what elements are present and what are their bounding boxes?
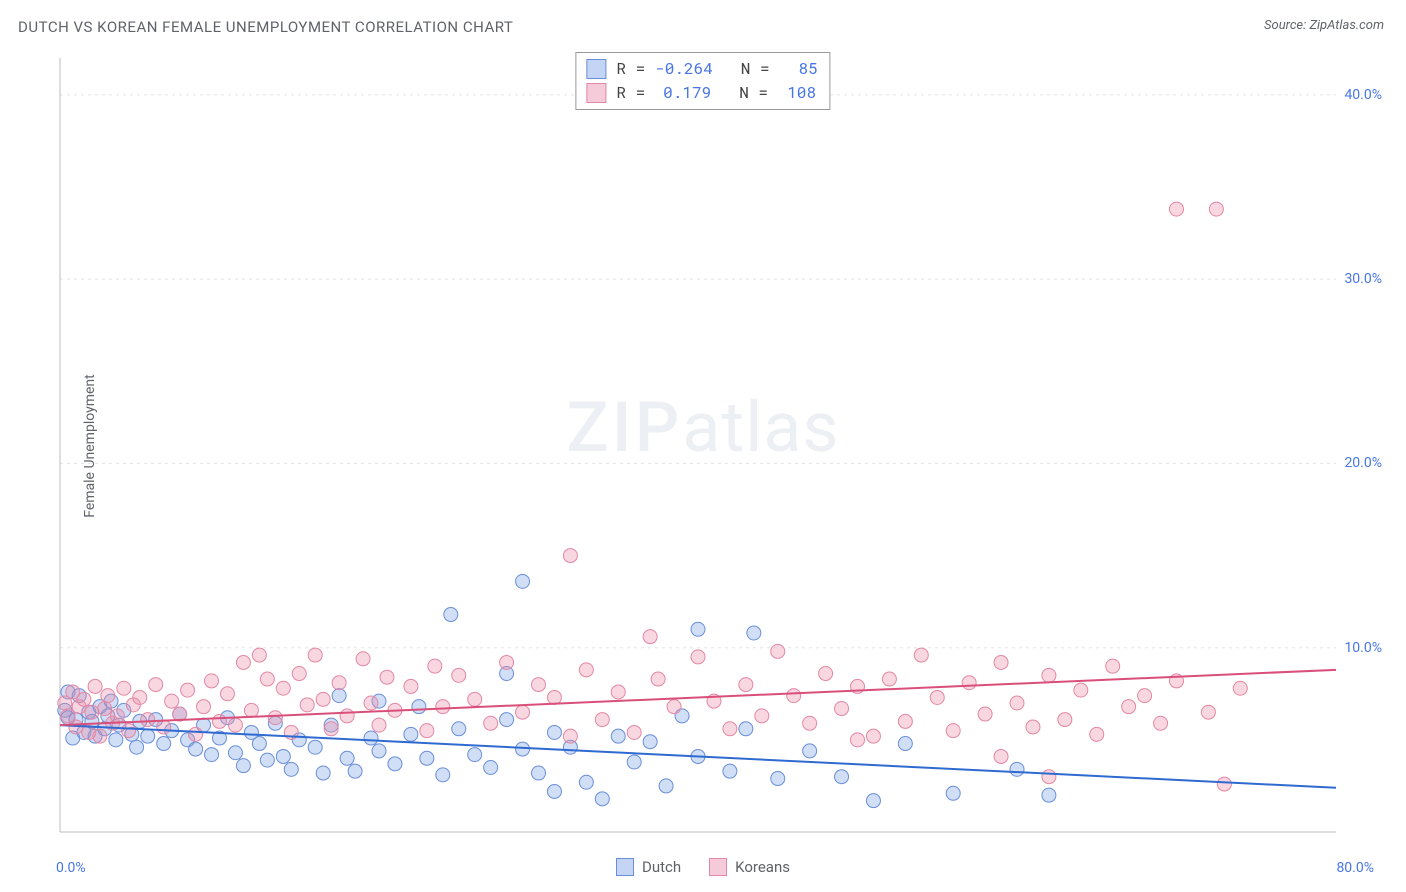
legend-item: Dutch xyxy=(616,858,681,876)
source-name: ZipAtlas.com xyxy=(1309,18,1384,33)
r-label: R = xyxy=(616,81,645,105)
legend-row: R = 0.179 N = 108 xyxy=(586,81,817,105)
legend-swatch xyxy=(616,858,634,876)
source-label: Source: xyxy=(1264,18,1309,33)
n-label: N = xyxy=(741,57,770,81)
chart-title: DUTCH VS KOREAN FEMALE UNEMPLOYMENT CORR… xyxy=(18,18,513,36)
legend-row: R = -0.264 N = 85 xyxy=(586,57,817,81)
legend-label: Koreans xyxy=(735,858,790,876)
chart-area xyxy=(52,48,1342,848)
y-tick-label: 20.0% xyxy=(1344,455,1382,471)
legend-swatch xyxy=(586,83,606,103)
r-value: 0.179 xyxy=(655,81,711,105)
y-tick-label: 10.0% xyxy=(1344,640,1382,656)
legend-label: Dutch xyxy=(642,858,681,876)
legend-swatch xyxy=(586,59,606,79)
legend-item: Koreans xyxy=(709,858,790,876)
y-tick-label: 30.0% xyxy=(1344,271,1382,287)
y-tick-label: 40.0% xyxy=(1344,87,1382,103)
n-value: 85 xyxy=(780,57,818,81)
n-label: N = xyxy=(739,81,768,105)
legend-swatch xyxy=(709,858,727,876)
n-value: 108 xyxy=(778,81,816,105)
scatter-chart-svg xyxy=(52,48,1342,838)
r-label: R = xyxy=(616,57,645,81)
correlation-legend: R = -0.264 N = 85 R = 0.179 N = 108 xyxy=(575,52,830,110)
series-legend: Dutch Koreans xyxy=(616,858,790,876)
x-axis-min-label: 0.0% xyxy=(56,860,86,876)
source-attribution: Source: ZipAtlas.com xyxy=(1264,18,1384,33)
x-axis-max-label: 80.0% xyxy=(1336,860,1374,876)
r-value: -0.264 xyxy=(655,57,713,81)
